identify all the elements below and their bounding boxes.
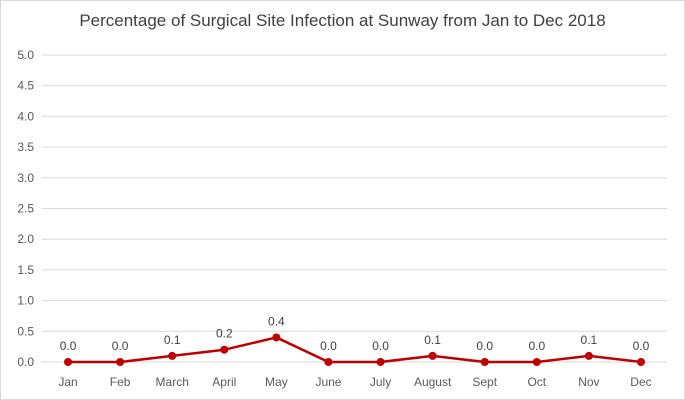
data-label: 0.1 <box>581 333 598 347</box>
data-label: 0.1 <box>164 333 181 347</box>
data-label: 0.4 <box>268 314 285 328</box>
data-label: 0.0 <box>320 339 337 353</box>
x-tick-label: Jan <box>58 375 77 389</box>
data-label: 0.2 <box>216 327 233 341</box>
x-tick-label: June <box>315 375 341 389</box>
y-tick-label: 4.0 <box>17 109 34 123</box>
x-tick-label: Feb <box>110 375 131 389</box>
data-point <box>636 358 645 366</box>
data-point <box>220 345 229 354</box>
y-tick-label: 2.0 <box>17 232 34 246</box>
y-tick-label: 3.0 <box>17 171 34 185</box>
x-tick-label: Nov <box>578 375 599 389</box>
data-point <box>376 358 385 366</box>
data-point <box>272 333 281 342</box>
data-label: 0.1 <box>424 333 441 347</box>
chart-title: Percentage of Surgical Site Infection at… <box>79 11 606 30</box>
data-point <box>64 358 73 366</box>
data-label: 0.0 <box>528 339 545 353</box>
data-point <box>428 351 437 360</box>
x-tick-label: May <box>265 375 288 389</box>
data-label: 0.0 <box>60 339 77 353</box>
y-tick-label: 0.5 <box>17 324 34 338</box>
y-tick-label: 5.0 <box>17 48 34 62</box>
x-tick-label: Sept <box>472 375 497 389</box>
data-point <box>116 358 125 366</box>
data-point <box>532 358 541 366</box>
data-point <box>584 351 593 360</box>
y-tick-label: 3.5 <box>17 140 34 154</box>
x-tick-label: August <box>414 375 452 389</box>
data-label: 0.0 <box>112 339 129 353</box>
data-point <box>324 358 333 366</box>
y-tick-label: 0.0 <box>17 355 34 369</box>
x-tick-label: July <box>370 375 391 389</box>
data-point <box>168 351 177 360</box>
x-tick-label: April <box>212 375 236 389</box>
data-label: 0.0 <box>476 339 493 353</box>
data-point <box>480 358 489 366</box>
data-label: 0.0 <box>633 339 650 353</box>
data-label: 0.0 <box>372 339 389 353</box>
x-tick-label: March <box>156 375 189 389</box>
y-tick-label: 1.0 <box>17 294 34 308</box>
series-line <box>68 336 642 364</box>
x-tick-label: Dec <box>630 375 651 389</box>
x-tick-label: Oct <box>527 375 546 389</box>
y-tick-label: 2.5 <box>17 202 34 216</box>
y-tick-label: 1.5 <box>17 263 34 277</box>
y-tick-label: 4.5 <box>17 79 34 93</box>
